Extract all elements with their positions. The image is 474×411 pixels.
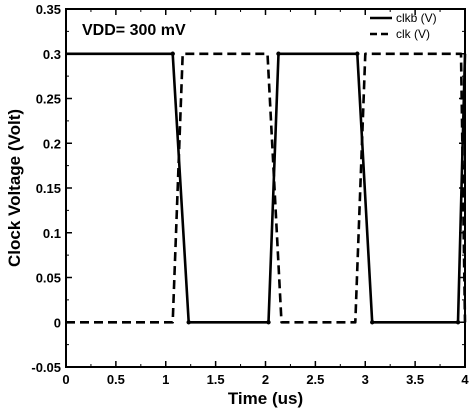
legend-label-clk: clk (V) xyxy=(396,27,430,41)
x-tick-label: 4 xyxy=(461,372,469,387)
x-tick-label: 1.5 xyxy=(207,372,225,387)
y-axis-title: Clock Voltage (Volt) xyxy=(5,109,24,267)
series-point xyxy=(455,320,461,325)
y-tick-label: 0.05 xyxy=(36,271,61,286)
x-tick-label: 3 xyxy=(362,372,369,387)
x-tick-label: 3.5 xyxy=(406,372,424,387)
y-tick-label: 0.35 xyxy=(36,2,61,17)
legend: clkb (V) clk (V) xyxy=(370,11,437,41)
series-point xyxy=(355,51,360,56)
x-tick-label: 0 xyxy=(62,372,69,387)
x-tick-label: 2 xyxy=(262,372,269,387)
series-point xyxy=(186,320,191,325)
series-point xyxy=(170,51,175,56)
series-line-clkb xyxy=(66,52,467,324)
x-axis-title: Time (us) xyxy=(228,389,303,408)
x-tick-label: 2.5 xyxy=(306,372,324,387)
y-tick-label: 0 xyxy=(54,315,61,330)
y-tick-label: 0.3 xyxy=(43,47,61,62)
legend-label-clkb: clkb (V) xyxy=(396,11,437,25)
x-tick-label: 1 xyxy=(162,372,169,387)
series-point xyxy=(276,51,281,56)
series-point xyxy=(370,320,375,325)
x-tick-label: 0.5 xyxy=(107,372,125,387)
plot-area xyxy=(65,8,467,368)
y-tick-label: -0.05 xyxy=(31,360,61,375)
axis-ticks: 0 0.5 1 1.5 2 2.5 3 3.5 4-0.0500.050.10.150.20.2… xyxy=(31,2,469,387)
series-line-clk xyxy=(66,52,467,324)
y-tick-label: 0.15 xyxy=(36,181,61,196)
y-tick-label: 0.25 xyxy=(36,92,61,107)
vdd-annotation: VDD= 300 mV xyxy=(82,22,186,39)
y-tick-label: 0.1 xyxy=(43,226,61,241)
plot-frame xyxy=(65,8,466,368)
series-point xyxy=(266,320,271,325)
y-tick-label: 0.2 xyxy=(43,136,61,151)
